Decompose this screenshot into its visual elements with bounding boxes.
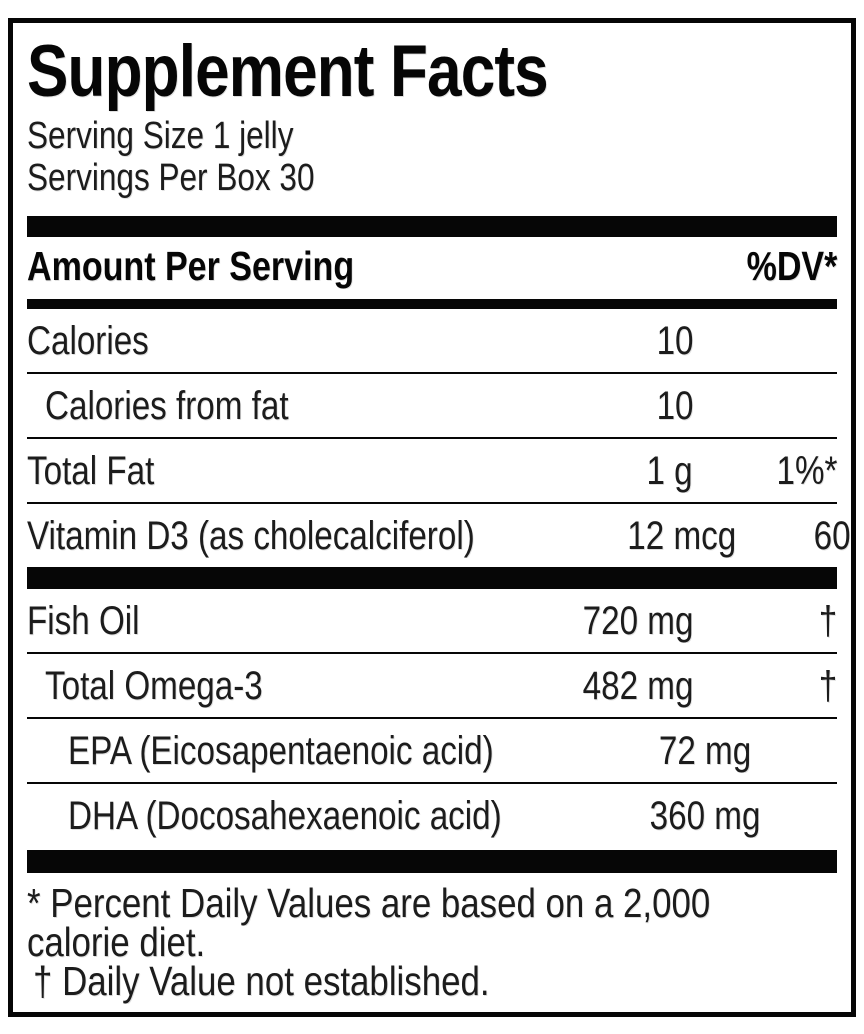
nutrient-dv-cell: 1%* bbox=[693, 451, 837, 491]
nutrient-section-main: Calories 10 Calories from fat 10 Total F… bbox=[27, 309, 851, 567]
nutrient-name-cell: Calories bbox=[27, 321, 523, 361]
serving-size-line: Serving Size 1 jelly bbox=[27, 115, 837, 157]
label-title-text: Supplement Facts bbox=[27, 31, 549, 112]
divider-bar-top bbox=[27, 216, 837, 237]
nutrient-dv-cell: † bbox=[751, 731, 851, 771]
footnote-text: † Daily Value not established. bbox=[33, 958, 490, 1004]
nutrient-amount-cell: 10 bbox=[523, 321, 693, 361]
nutrient-dv-cell: † bbox=[760, 796, 851, 836]
row-separator bbox=[27, 717, 837, 719]
divider-bar-footnotes bbox=[27, 850, 837, 873]
nutrient-name: Total Omega-3 bbox=[45, 663, 263, 708]
nutrient-dv: 60% bbox=[814, 513, 851, 558]
nutrient-amount: 1 g bbox=[646, 448, 693, 493]
nutrient-amount-cell: 360 mg bbox=[590, 793, 761, 838]
nutrient-dv-cell bbox=[693, 386, 837, 426]
footnote-text: * Percent Daily Values are based on a 2,… bbox=[27, 880, 711, 926]
nutrient-dv-cell: † bbox=[693, 666, 837, 706]
nutrient-row-calories-from-fat: Calories from fat 10 bbox=[27, 374, 837, 437]
supplement-facts-label: Supplement Facts Serving Size 1 jelly Se… bbox=[8, 18, 856, 1017]
row-separator bbox=[27, 782, 837, 784]
nutrient-name: Fish Oil bbox=[27, 598, 140, 643]
nutrient-amount: 720 mg bbox=[582, 598, 693, 643]
nutrient-name-cell: EPA (Eicosapentaenoic acid) bbox=[27, 731, 581, 771]
servings-per-box-text: Servings Per Box 30 bbox=[27, 157, 315, 199]
amount-per-serving-header: Amount Per Serving bbox=[27, 243, 355, 289]
nutrient-dv-cell: 60% bbox=[736, 513, 851, 558]
nutrient-amount: 12 mcg bbox=[627, 513, 737, 558]
servings-per-box-line: Servings Per Box 30 bbox=[27, 157, 837, 199]
footnote-dv-line-2: calorie diet. bbox=[27, 919, 837, 965]
nutrient-amount-cell: 720 mg bbox=[523, 601, 693, 641]
nutrient-amount-cell: 10 bbox=[523, 386, 693, 426]
nutrient-name: Calories from fat bbox=[45, 383, 289, 428]
nutrient-amount: 10 bbox=[656, 318, 693, 363]
footnotes: * Percent Daily Values are based on a 2,… bbox=[27, 880, 837, 1004]
nutrient-dv: 1%* bbox=[776, 448, 837, 493]
row-separator bbox=[27, 502, 837, 504]
footnote-dagger-line: † Daily Value not established. bbox=[27, 958, 837, 1004]
nutrient-amount: 10 bbox=[656, 383, 693, 428]
label-title: Supplement Facts bbox=[27, 35, 837, 108]
nutrient-row-total-fat: Total Fat 1 g 1%* bbox=[27, 439, 837, 502]
nutrient-dv: † bbox=[818, 663, 837, 708]
nutrient-name-cell: Calories from fat bbox=[27, 386, 523, 426]
nutrient-name: Calories bbox=[27, 318, 149, 363]
nutrient-row-fish-oil: Fish Oil 720 mg † bbox=[27, 589, 837, 652]
row-separator bbox=[27, 652, 837, 654]
nutrient-name: EPA (Eicosapentaenoic acid) bbox=[68, 728, 494, 773]
nutrient-row-calories: Calories 10 bbox=[27, 309, 837, 372]
nutrient-dv: † bbox=[818, 598, 837, 643]
nutrient-name: Total Fat bbox=[27, 448, 155, 493]
nutrient-dv-cell bbox=[693, 321, 837, 361]
nutrient-row-vitamin-d3: Vitamin D3 (as cholecalciferol) 12 mcg 6… bbox=[27, 504, 851, 567]
divider-bar-section bbox=[27, 567, 837, 589]
nutrient-name: DHA (Docosahexaenoic acid) bbox=[68, 793, 502, 838]
nutrient-name-cell: Total Omega-3 bbox=[27, 666, 523, 706]
nutrient-row-dha: DHA (Docosahexaenoic acid) 360 mg † bbox=[27, 784, 837, 847]
column-header-row: Amount Per Serving %DV* bbox=[27, 246, 837, 287]
nutrient-amount-cell: 482 mg bbox=[523, 666, 693, 706]
nutrient-amount: 482 mg bbox=[582, 663, 693, 708]
divider-bar-header bbox=[27, 299, 837, 309]
serving-size-text: Serving Size 1 jelly bbox=[27, 115, 294, 157]
nutrient-row-total-omega-3: Total Omega-3 482 mg † bbox=[27, 654, 837, 717]
footnote-text: calorie diet. bbox=[27, 919, 206, 965]
footnote-dv-line-1: * Percent Daily Values are based on a 2,… bbox=[27, 880, 837, 926]
nutrient-dv-cell: † bbox=[693, 601, 837, 641]
nutrient-amount-cell: 12 mcg bbox=[566, 513, 737, 558]
nutrient-name-cell: Fish Oil bbox=[27, 601, 523, 641]
nutrient-name-cell: DHA (Docosahexaenoic acid) bbox=[27, 796, 590, 836]
nutrient-amount: 72 mg bbox=[658, 728, 751, 773]
nutrient-row-epa: EPA (Eicosapentaenoic acid) 72 mg † bbox=[27, 719, 837, 782]
nutrient-name: Vitamin D3 (as cholecalciferol) bbox=[27, 513, 475, 558]
dv-header: %DV* bbox=[746, 243, 837, 289]
nutrient-amount-cell: 1 g bbox=[523, 451, 693, 491]
nutrient-amount: 360 mg bbox=[649, 793, 761, 838]
row-separator bbox=[27, 372, 837, 374]
nutrient-name-cell: Total Fat bbox=[27, 451, 523, 491]
row-separator bbox=[27, 437, 837, 439]
nutrient-name-cell: Vitamin D3 (as cholecalciferol) bbox=[27, 516, 566, 556]
nutrient-section-fish-oil: Fish Oil 720 mg † Total Omega-3 482 mg †… bbox=[27, 589, 837, 847]
nutrient-amount-cell: 72 mg bbox=[581, 731, 751, 771]
